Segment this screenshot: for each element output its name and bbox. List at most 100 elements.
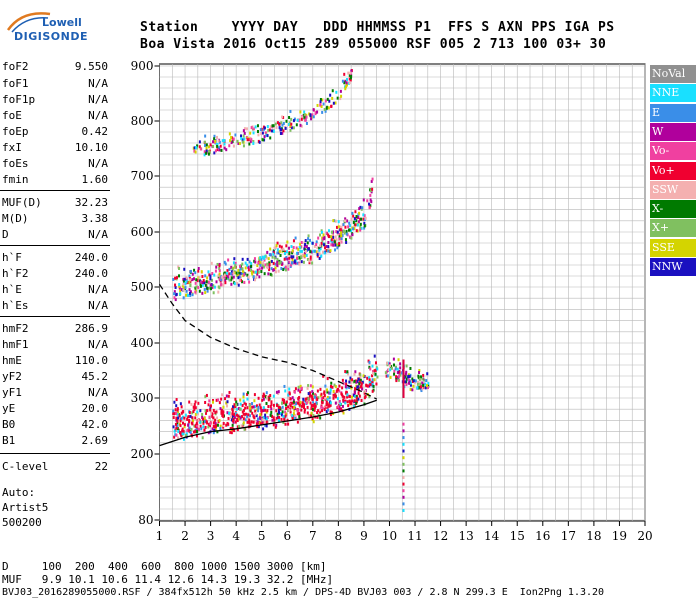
echo-point — [350, 386, 353, 390]
echo-point — [270, 400, 273, 404]
echo-point — [189, 269, 192, 273]
echo-point — [222, 283, 225, 287]
echo-point — [304, 118, 307, 122]
param-row: yF1 N/A — [2, 386, 108, 402]
echo-point — [296, 118, 299, 122]
echo-point — [261, 255, 264, 259]
echo-point — [204, 395, 207, 399]
echo-point — [272, 252, 275, 256]
echo-point — [235, 271, 238, 275]
echo-point — [204, 291, 207, 295]
echo-point — [248, 260, 251, 264]
echo-point — [175, 416, 178, 420]
echo-point — [269, 393, 272, 397]
legend-item-sse: SSE — [650, 238, 696, 257]
echo-point — [178, 266, 181, 270]
echo-point — [325, 403, 328, 407]
echo-point — [194, 290, 197, 294]
echo-point — [262, 392, 265, 396]
echo-point — [180, 434, 183, 438]
echo-point — [358, 394, 361, 398]
echo-point — [312, 404, 315, 408]
echo-point — [238, 275, 241, 279]
echo-point — [349, 400, 352, 404]
echo-point — [402, 482, 405, 486]
echo-point — [180, 417, 183, 421]
echo-point — [338, 235, 341, 239]
echo-point — [346, 400, 349, 404]
echo-point — [324, 109, 327, 113]
echo-point — [214, 149, 217, 153]
echo-point — [344, 238, 347, 242]
echo-point — [232, 144, 235, 148]
echo-point — [190, 427, 193, 431]
x-tick-label: 5 — [258, 529, 266, 543]
echo-point — [292, 119, 295, 123]
echo-point — [250, 264, 253, 268]
echo-point — [265, 420, 268, 424]
echo-point — [191, 272, 194, 276]
echo-point — [203, 428, 206, 432]
echo-point — [184, 413, 187, 417]
echo-point — [298, 246, 301, 250]
echo-point — [235, 407, 238, 411]
echo-point — [196, 430, 199, 434]
y-tick-label: 600 — [131, 225, 154, 239]
echo-point — [229, 275, 232, 279]
echo-point — [340, 234, 343, 238]
echo-point — [369, 198, 372, 202]
echo-point — [393, 369, 396, 373]
echo-point — [335, 90, 338, 94]
param-name: hmF1 — [2, 338, 29, 351]
echo-point — [278, 415, 281, 419]
echo-point — [175, 292, 178, 296]
echo-point — [314, 394, 317, 398]
echo-point — [179, 424, 182, 428]
echo-point — [311, 385, 314, 389]
echo-point — [184, 286, 187, 290]
echo-point — [303, 254, 306, 258]
param-name: h`F2 — [2, 267, 29, 280]
echo-point — [258, 267, 261, 271]
echo-point — [243, 273, 246, 277]
echo-point — [306, 248, 309, 252]
param-name: foEp — [2, 125, 29, 138]
echo-point — [220, 278, 223, 282]
echo-point — [286, 418, 289, 422]
echo-point — [349, 76, 352, 80]
echo-point — [272, 403, 275, 407]
echo-point — [237, 407, 240, 411]
echo-point — [252, 127, 255, 131]
echo-point — [273, 419, 276, 423]
echo-point — [250, 126, 253, 130]
legend-item-nne: NNE — [650, 84, 696, 103]
echo-point — [339, 228, 342, 232]
echo-point — [338, 399, 341, 403]
echo-point — [312, 414, 315, 418]
echo-point — [329, 384, 332, 388]
echo-point — [172, 416, 175, 420]
echo-point — [273, 246, 276, 250]
echo-point — [357, 216, 360, 220]
echo-point — [375, 382, 378, 386]
echo-point — [330, 243, 333, 247]
echo-point — [217, 273, 220, 277]
echo-point — [174, 408, 177, 412]
echo-point — [362, 198, 365, 202]
echo-point — [316, 246, 319, 250]
echo-point — [255, 404, 258, 408]
echo-point — [360, 398, 363, 402]
echo-point — [315, 401, 318, 405]
echo-point — [316, 103, 319, 107]
echo-point — [203, 140, 206, 144]
echo-point — [297, 388, 300, 392]
echo-point — [207, 152, 210, 156]
param-row: MUF(D) 32.23 — [2, 196, 108, 212]
echo-point — [225, 273, 228, 277]
echo-point — [199, 424, 202, 428]
echo-point — [226, 400, 229, 404]
echo-point — [368, 202, 371, 206]
echo-point — [239, 416, 242, 420]
echo-point — [292, 246, 295, 250]
echo-point — [274, 425, 277, 429]
